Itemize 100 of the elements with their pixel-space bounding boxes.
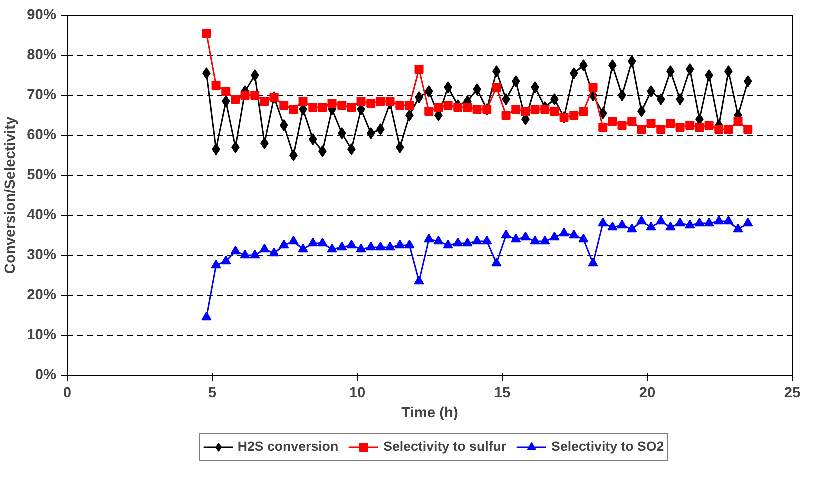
y-tick-label: 80%: [27, 48, 57, 64]
point: [618, 90, 626, 102]
point: [280, 101, 289, 110]
point: [376, 242, 386, 251]
point: [608, 60, 617, 72]
point: [617, 220, 628, 229]
point: [444, 101, 453, 110]
point: [685, 220, 696, 229]
point: [724, 66, 733, 78]
x-tick-label: 20: [639, 386, 656, 402]
point: [512, 76, 520, 88]
point: [550, 107, 560, 116]
x-tick-label: 5: [208, 386, 217, 402]
point: [512, 105, 521, 114]
y-axis-title: Conversion/Selectivity: [3, 116, 20, 274]
point: [492, 66, 501, 78]
point: [569, 230, 580, 239]
point: [347, 103, 356, 112]
point: [473, 84, 482, 96]
point: [570, 111, 579, 120]
point: [656, 125, 666, 134]
point: [240, 250, 250, 259]
point: [453, 238, 464, 247]
point: [636, 216, 647, 225]
point: [492, 83, 502, 92]
point: [318, 146, 327, 158]
y-tick-label: 30%: [27, 248, 57, 264]
point: [443, 240, 454, 249]
legend-label: H2S conversion: [238, 439, 339, 454]
point: [212, 144, 220, 156]
legend-label: Selectivity to sulfur: [384, 439, 507, 454]
point: [404, 240, 415, 249]
point: [744, 125, 753, 134]
point: [434, 236, 444, 245]
point: [338, 101, 347, 110]
y-tick-label: 40%: [27, 208, 57, 224]
point: [540, 236, 550, 245]
point: [550, 232, 560, 241]
point: [675, 218, 686, 227]
point: [580, 60, 588, 72]
point: [502, 111, 511, 120]
point: [462, 238, 473, 247]
point: [366, 99, 376, 108]
point: [250, 250, 260, 259]
point: [260, 138, 269, 150]
point: [638, 106, 646, 118]
point: [550, 94, 559, 106]
point: [502, 94, 510, 106]
point: [250, 70, 260, 82]
point: [376, 97, 386, 106]
point: [288, 236, 299, 245]
point: [202, 29, 212, 38]
y-tick-label: 50%: [27, 168, 57, 184]
point: [704, 218, 714, 227]
point: [686, 64, 694, 76]
point: [733, 224, 744, 233]
point: [424, 86, 434, 98]
y-tick-label: 0%: [35, 368, 57, 384]
point: [578, 234, 589, 243]
point: [289, 105, 298, 114]
y-tick-label: 90%: [27, 8, 57, 24]
y-tick-label: 60%: [27, 128, 57, 144]
point: [501, 230, 512, 239]
point: [598, 123, 608, 132]
x-tick-label: 25: [784, 386, 801, 402]
point: [608, 117, 618, 126]
point: [376, 124, 385, 136]
point: [598, 218, 608, 227]
point: [705, 70, 714, 82]
point: [444, 82, 452, 94]
point: [424, 107, 434, 116]
point: [318, 238, 328, 247]
point: [724, 125, 734, 134]
point: [356, 244, 366, 253]
point: [298, 244, 308, 253]
x-tick-label: 10: [349, 386, 366, 402]
point: [511, 234, 522, 243]
point: [366, 128, 376, 140]
point: [530, 236, 540, 245]
point: [396, 142, 404, 154]
point: [346, 240, 357, 249]
point: [231, 95, 240, 104]
point: [454, 103, 463, 112]
point: [211, 260, 222, 269]
point: [695, 123, 704, 132]
point: [202, 312, 212, 321]
x-axis-title: Time (h): [402, 406, 458, 422]
y-tick-label: 70%: [27, 88, 57, 104]
point: [588, 83, 598, 92]
point: [337, 242, 348, 251]
point: [656, 216, 666, 225]
point: [588, 258, 598, 267]
point: [406, 110, 414, 122]
point: [298, 97, 308, 106]
point: [221, 256, 232, 265]
point: [212, 81, 221, 90]
point: [676, 123, 685, 132]
point: [743, 218, 754, 227]
point: [414, 276, 424, 285]
point: [628, 56, 636, 68]
